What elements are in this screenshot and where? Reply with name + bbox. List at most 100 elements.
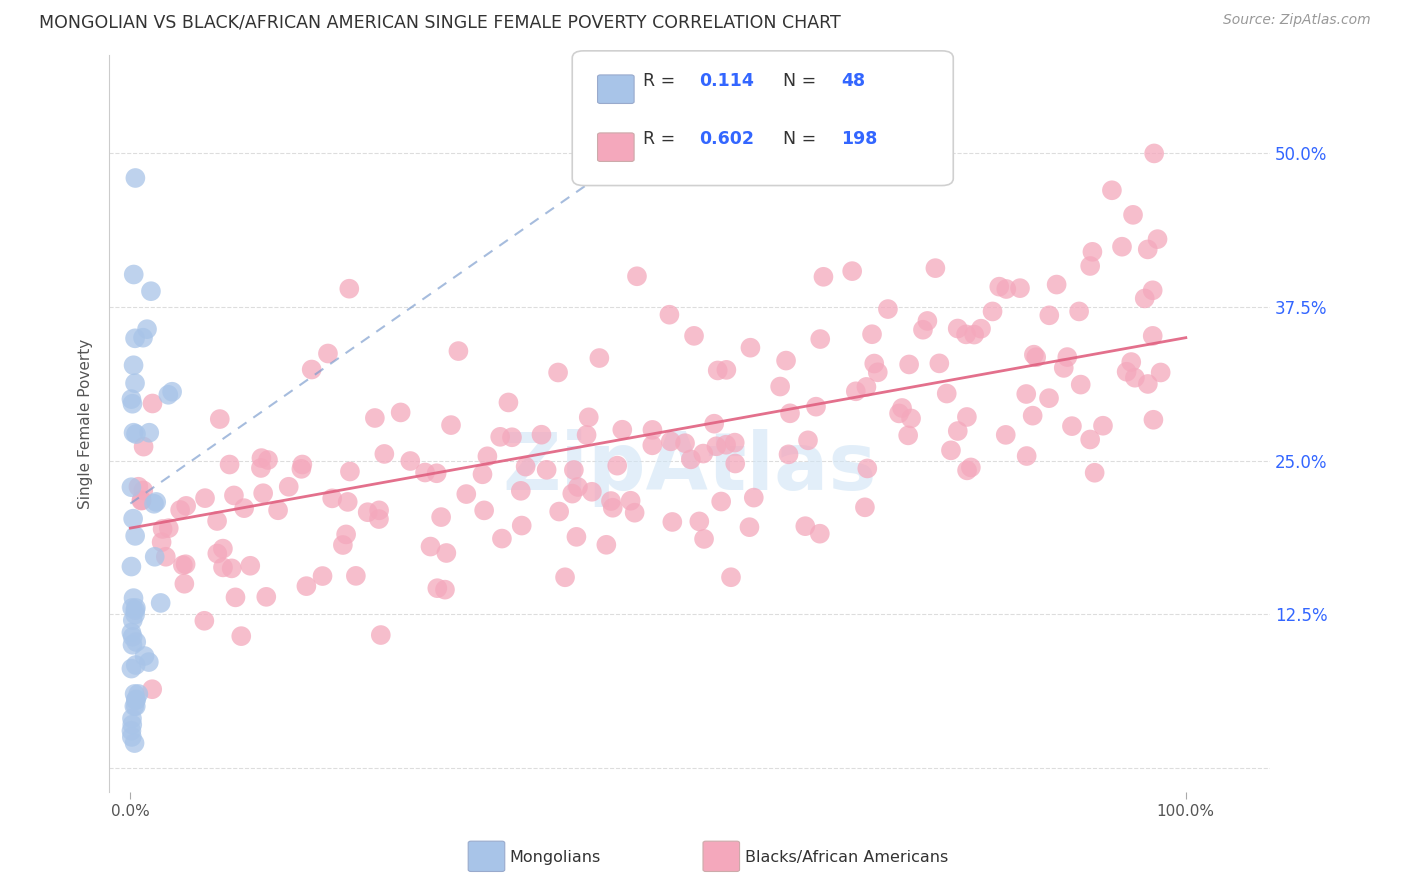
Point: [250, 451, 273, 466]
Point: [456, 487, 478, 501]
Point: [742, 491, 765, 505]
Point: [471, 467, 494, 482]
Point: [1121, 355, 1143, 369]
Point: [911, 323, 934, 337]
Point: [127, 480, 149, 494]
Point: [946, 321, 969, 335]
Point: [239, 558, 262, 573]
Point: [1150, 366, 1173, 380]
Point: [1060, 419, 1083, 434]
Point: [769, 379, 792, 393]
Point: [155, 549, 177, 564]
Point: [173, 576, 195, 591]
Point: [562, 463, 585, 477]
Point: [125, 693, 148, 707]
Point: [863, 357, 886, 371]
Point: [426, 581, 449, 595]
Point: [1046, 277, 1069, 292]
Point: [706, 363, 728, 377]
Point: [917, 314, 939, 328]
Point: [866, 365, 889, 379]
Point: [956, 409, 979, 424]
Point: [124, 736, 146, 750]
Point: [125, 692, 148, 706]
Point: [1021, 409, 1043, 423]
Point: [205, 514, 228, 528]
Point: [1069, 304, 1091, 318]
Point: [693, 532, 716, 546]
Point: [1133, 292, 1156, 306]
Point: [606, 458, 628, 473]
Point: [554, 570, 576, 584]
Point: [121, 613, 143, 627]
Point: [659, 434, 682, 449]
Point: [928, 356, 950, 370]
Point: [160, 384, 183, 399]
Point: [530, 427, 553, 442]
Point: [174, 499, 197, 513]
Point: [430, 510, 453, 524]
Point: [120, 559, 142, 574]
Point: [120, 662, 142, 676]
Point: [561, 486, 583, 500]
Point: [683, 329, 706, 343]
Point: [808, 526, 831, 541]
Point: [853, 500, 876, 515]
Point: [335, 527, 357, 541]
Point: [724, 457, 747, 471]
Point: [413, 466, 436, 480]
Point: [141, 682, 163, 697]
Point: [1053, 360, 1076, 375]
Point: [841, 264, 863, 278]
Point: [143, 549, 166, 564]
Text: Blacks/African Americans: Blacks/African Americans: [745, 850, 949, 864]
Point: [267, 503, 290, 517]
Point: [710, 494, 733, 508]
Point: [125, 601, 148, 615]
Point: [935, 386, 957, 401]
Point: [132, 440, 155, 454]
Point: [963, 327, 986, 342]
Point: [120, 392, 142, 406]
Point: [124, 331, 146, 345]
Point: [233, 501, 256, 516]
Point: [1142, 413, 1164, 427]
Point: [122, 358, 145, 372]
Text: ZipAtlas: ZipAtlas: [502, 429, 877, 507]
Point: [595, 538, 617, 552]
Text: Source: ZipAtlas.com: Source: ZipAtlas.com: [1223, 13, 1371, 28]
Point: [960, 460, 983, 475]
Point: [860, 327, 883, 342]
Point: [679, 452, 702, 467]
Text: 48: 48: [841, 72, 865, 90]
Point: [221, 561, 243, 575]
Point: [132, 331, 155, 345]
Point: [121, 730, 143, 744]
Point: [994, 428, 1017, 442]
Point: [194, 491, 217, 505]
Point: [120, 625, 142, 640]
Point: [804, 400, 827, 414]
Point: [515, 459, 537, 474]
Point: [489, 430, 512, 444]
Point: [120, 723, 142, 738]
Point: [600, 494, 623, 508]
Point: [703, 417, 725, 431]
Point: [565, 530, 588, 544]
Point: [301, 362, 323, 376]
Point: [373, 447, 395, 461]
Point: [120, 480, 142, 494]
Point: [740, 341, 762, 355]
Point: [509, 483, 531, 498]
Point: [426, 467, 449, 481]
Point: [157, 521, 180, 535]
Point: [440, 418, 463, 433]
Point: [1091, 418, 1114, 433]
Point: [567, 480, 589, 494]
Text: R =: R =: [643, 130, 681, 148]
Point: [291, 458, 314, 472]
Point: [344, 569, 367, 583]
Point: [121, 601, 143, 615]
Point: [673, 436, 696, 450]
Point: [138, 425, 160, 440]
